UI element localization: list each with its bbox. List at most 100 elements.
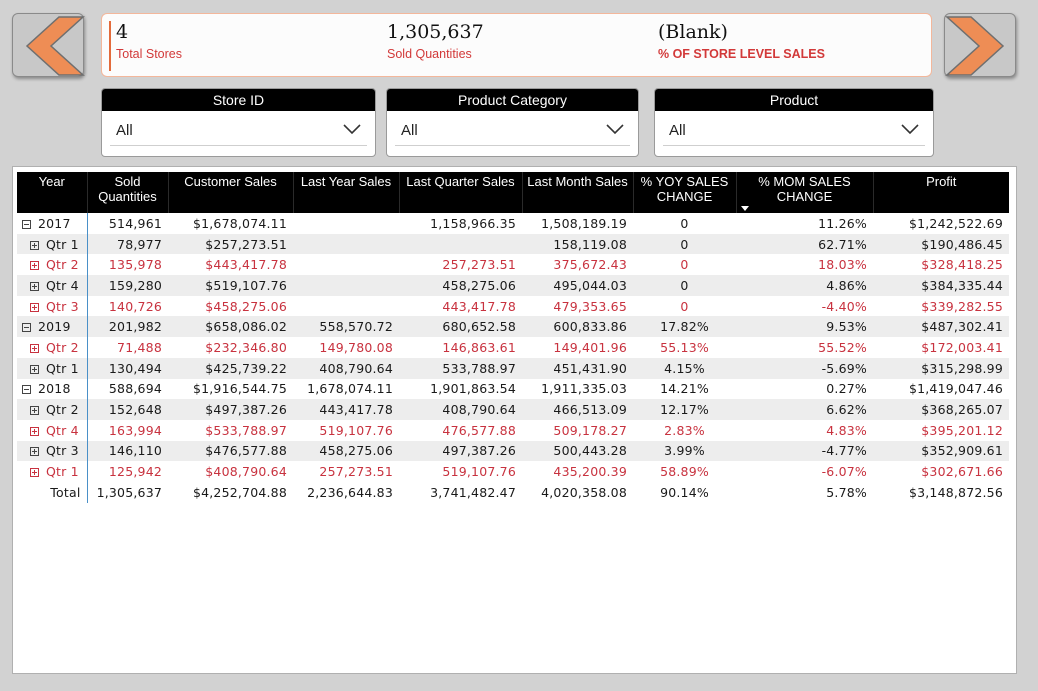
- chevron-down-icon: [343, 124, 361, 135]
- cell-yoy-sales-change: 0: [680, 215, 689, 231]
- cell-yoy-sales-change: 0: [633, 233, 736, 255]
- row-label: Qtr 1: [46, 360, 79, 376]
- cell-last-year-sales: 149,780.08: [319, 339, 393, 355]
- expand-plus-icon[interactable]: [30, 426, 39, 436]
- product-category-dropdown[interactable]: All: [395, 117, 630, 146]
- expand-plus-icon[interactable]: [30, 343, 39, 353]
- cell-last-year-sales: [293, 213, 399, 234]
- row-label: Qtr 1: [46, 236, 79, 252]
- column-header-sold-quantities[interactable]: Sold Quantities: [86, 172, 168, 213]
- row-header: Qtr 4: [17, 275, 88, 296]
- matrix-quarter-row: Qtr 3 140,726 $458,275.06 443,417.78 479,353…: [17, 295, 1009, 317]
- cell-last-quarter-sales: 497,387.26: [399, 440, 522, 462]
- column-header-mom-sales-change[interactable]: % MOM SALES CHANGE: [735, 172, 873, 213]
- cell-last-quarter-sales: [399, 233, 522, 255]
- previous-page-button[interactable]: [12, 13, 85, 77]
- row-header: Qtr 1: [17, 461, 88, 482]
- column-header-yoy-sales-change[interactable]: % YOY SALES CHANGE: [632, 172, 736, 213]
- expand-plus-icon[interactable]: [30, 281, 39, 291]
- column-header-label: Customer Sales: [184, 174, 277, 189]
- slicer-store-id: Store ID All: [101, 88, 376, 157]
- total-yoy-sales-change: 90.14%: [660, 484, 709, 500]
- cell-yoy-sales-change: 0: [633, 275, 736, 296]
- cell-profit: $302,671.66: [921, 464, 1003, 480]
- row-header: Qtr 3: [17, 440, 88, 462]
- next-page-button[interactable]: [944, 13, 1016, 77]
- cell-customer-sales: $1,678,074.11: [192, 215, 287, 231]
- cell-sold-quantities: 71,488: [117, 339, 162, 355]
- column-header-profit[interactable]: Profit: [872, 172, 1009, 213]
- column-header-last-year-sales[interactable]: Last Year Sales: [292, 172, 399, 213]
- total-last-quarter-sales: 3,741,482.47: [430, 484, 516, 500]
- matrix-year-row: 2019 201,982 $658,086.02 558,570.72 680,652.…: [17, 316, 1009, 338]
- kpi-value: 1,305,637: [387, 21, 484, 43]
- cell-last-year-sales: 443,417.78: [293, 399, 399, 420]
- cell-last-year-sales: 257,273.51: [319, 464, 393, 480]
- column-header-customer-sales[interactable]: Customer Sales: [167, 172, 293, 213]
- column-header-label: Last Month Sales: [527, 174, 628, 189]
- expand-plus-icon[interactable]: [30, 447, 39, 457]
- expand-plus-icon[interactable]: [30, 468, 39, 478]
- cell-yoy-sales-change: 4.15%: [633, 357, 736, 379]
- expand-plus-icon[interactable]: [30, 261, 39, 271]
- cell-mom-sales-change: -4.77%: [736, 440, 873, 462]
- total-last-year-sales: 2,236,644.83: [307, 484, 393, 500]
- product-dropdown[interactable]: All: [663, 117, 925, 146]
- cell-profit: $352,909.61: [873, 440, 1009, 462]
- row-label: 2017: [38, 215, 71, 231]
- kpi-value: 4: [116, 21, 129, 43]
- matrix-quarter-row: Qtr 1 78,977 $257,273.51 158,119.08 0 62.71% $…: [17, 233, 1009, 255]
- slicer-title: Product: [655, 89, 933, 111]
- cell-mom-sales-change: 4.83%: [826, 422, 867, 438]
- column-header-year[interactable]: Year: [17, 172, 87, 213]
- cell-last-quarter-sales: 443,417.78: [442, 298, 516, 314]
- collapse-minus-icon[interactable]: [22, 219, 31, 229]
- expand-plus-icon[interactable]: [30, 406, 39, 416]
- chevron-down-icon: [901, 124, 919, 135]
- cell-mom-sales-change: 62.71%: [736, 233, 873, 255]
- cell-yoy-sales-change: 58.89%: [660, 464, 709, 480]
- cell-customer-sales: $443,417.78: [205, 257, 287, 273]
- dropdown-value: All: [116, 122, 133, 139]
- cell-customer-sales: $1,916,544.75: [192, 381, 287, 397]
- cell-customer-sales: $408,790.64: [205, 464, 287, 480]
- cell-customer-sales: $476,577.88: [168, 440, 293, 462]
- matrix-year-row: 2018 588,694 $1,916,544.75 1,678,074.11 1,90…: [17, 378, 1009, 400]
- total-sold-quantities: 1,305,637: [96, 484, 162, 500]
- chevron-left-icon: [25, 16, 85, 76]
- cell-customer-sales: $519,107.76: [168, 275, 293, 296]
- expand-plus-icon[interactable]: [30, 240, 39, 250]
- expand-plus-icon[interactable]: [30, 364, 39, 374]
- column-header-last-quarter-sales[interactable]: Last Quarter Sales: [398, 172, 522, 213]
- matrix-quarter-row: Qtr 1 125,942 $408,790.64 257,273.51 519,107…: [17, 461, 1009, 482]
- row-header: 2019: [17, 316, 88, 338]
- cell-last-month-sales: 495,044.03: [522, 275, 633, 296]
- matrix-quarter-row: Qtr 2 71,488 $232,346.80 149,780.08 146,863.…: [17, 337, 1009, 358]
- cell-yoy-sales-change: 0: [680, 257, 689, 273]
- row-header: 2017: [17, 213, 88, 234]
- cell-customer-sales: $458,275.06: [205, 298, 287, 314]
- column-header-label: % MOM SALES CHANGE: [758, 174, 851, 204]
- store-id-dropdown[interactable]: All: [110, 117, 367, 146]
- dropdown-value: All: [669, 122, 686, 139]
- collapse-minus-icon[interactable]: [22, 323, 31, 333]
- cell-last-month-sales: 500,443.28: [522, 440, 633, 462]
- cell-profit: $339,282.55: [921, 298, 1003, 314]
- cell-yoy-sales-change: 55.13%: [660, 339, 709, 355]
- cell-profit: $1,419,047.46: [908, 381, 1003, 397]
- cell-sold-quantities: 140,726: [108, 298, 162, 314]
- cell-last-quarter-sales: 257,273.51: [442, 257, 516, 273]
- cell-last-year-sales: [293, 233, 399, 255]
- cell-last-year-sales: 1,678,074.11: [307, 381, 393, 397]
- expand-plus-icon[interactable]: [30, 302, 39, 312]
- slicer-title: Store ID: [102, 89, 375, 111]
- cell-last-quarter-sales: 533,788.97: [399, 357, 522, 379]
- column-header-last-month-sales[interactable]: Last Month Sales: [521, 172, 633, 213]
- kpi-total-stores: 4 Total Stores: [116, 20, 182, 62]
- matrix-quarter-row: Qtr 2 135,978 $443,417.78 257,273.51 375,672…: [17, 254, 1009, 276]
- row-label: 2019: [38, 319, 71, 335]
- collapse-minus-icon[interactable]: [22, 385, 31, 395]
- cell-profit: $328,418.25: [921, 257, 1003, 273]
- matrix-quarter-row: Qtr 1 130,494 $425,739.22 408,790.64 533,788…: [17, 357, 1009, 379]
- cell-sold-quantities: 78,977: [87, 233, 168, 255]
